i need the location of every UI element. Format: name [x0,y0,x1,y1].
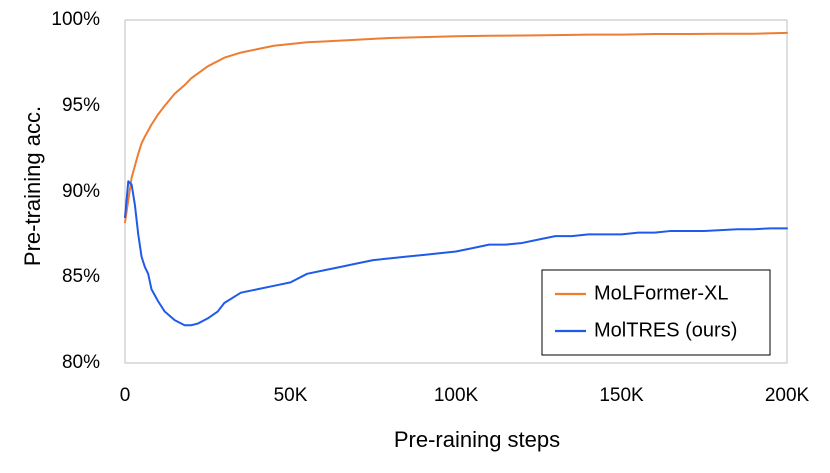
legend-label-moltres: MolTRES (ours) [594,319,737,341]
x-tick-label: 0 [120,385,131,406]
series-line-moltres [124,180,788,327]
x-tick-label: 150K [599,385,644,406]
y-tick-label: 100% [51,9,100,30]
x-tick-label: 100K [434,385,479,406]
legend-box [541,269,771,356]
y-tick-label: 90% [62,181,100,202]
y-tick-label: 85% [62,266,100,287]
y-axis: 80% 85% 90% 95% 100% [51,9,100,373]
x-axis: 0 50K 100K 150K 200K [120,385,810,406]
legend: MoLFormer-XL MolTRES (ours) [541,269,771,356]
y-tick-label: 80% [62,352,100,373]
x-tick-label: 200K [765,385,810,406]
legend-label-molformer: MoLFormer-XL [594,282,728,304]
x-tick-label: 50K [274,385,308,406]
plot-area [124,19,788,364]
series-group [124,31,788,327]
series-line-molformer [124,31,788,224]
y-axis-title: Pre-training acc. [20,106,45,266]
x-axis-title: Pre-raining steps [394,427,560,452]
y-tick-label: 95% [62,95,100,116]
